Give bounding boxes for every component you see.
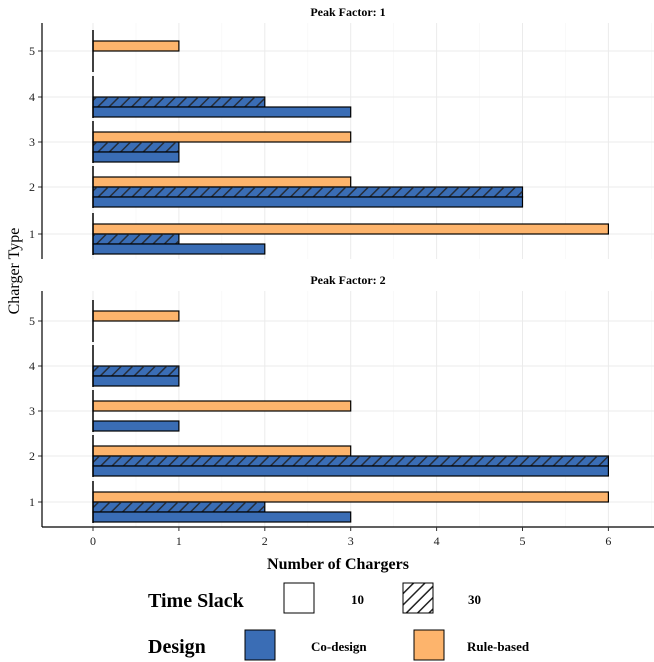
legend: Time Slack 10 30 Design Co-design Rule-b… (148, 582, 530, 661)
panels-group: Peak Factor: 1 1 2 3 4 5 Peak Factor: 2 1 2 3 4 5 0 1… (29, 5, 654, 548)
legend-key-rule-based (413, 629, 445, 661)
x-tick-label: 1 (176, 534, 182, 548)
bar (92, 420, 180, 432)
bar (92, 465, 610, 477)
x-tick-label: 3 (348, 534, 354, 548)
bar (92, 40, 180, 52)
y-tick-label: 2 (29, 449, 35, 463)
legend-label-time-slack-10: 10 (351, 592, 364, 607)
y-axis-title: Charger Type (6, 228, 23, 315)
y-tick-label: 3 (29, 404, 35, 418)
y-tick-label: 2 (29, 180, 35, 194)
y-tick-label: 1 (29, 227, 35, 241)
panel-2: Peak Factor: 2 1 2 3 4 5 0 1 2 3 4 5 6 (29, 273, 654, 548)
legend-design-title: Design (148, 636, 206, 658)
bar (92, 445, 352, 457)
y-tick-label: 4 (29, 90, 35, 104)
bar (92, 223, 610, 235)
bar (92, 400, 352, 412)
legend-label-time-slack-30: 30 (468, 592, 481, 607)
bar (92, 106, 352, 118)
panel-title: Peak Factor: 1 (310, 5, 385, 19)
bar-hatch (93, 187, 523, 197)
bar-hatch (93, 366, 179, 376)
x-tick-label: 0 (90, 534, 96, 548)
x-tick-label: 6 (605, 534, 611, 548)
x-axis-title: Number of Chargers (267, 556, 409, 573)
bar (92, 196, 524, 208)
legend-key-co-design (244, 629, 276, 661)
x-tick-label: 2 (262, 534, 268, 548)
panel-title: Peak Factor: 2 (310, 273, 385, 287)
legend-key-time-slack-30 (402, 582, 434, 614)
bar-hatch (93, 456, 609, 466)
bar-hatch (93, 234, 179, 244)
bar (92, 131, 352, 143)
bar (92, 511, 352, 523)
x-tick-label: 5 (520, 534, 526, 548)
y-tick-label: 5 (29, 314, 35, 328)
x-tick-label: 4 (434, 534, 440, 548)
legend-label-co-design: Co-design (311, 639, 367, 654)
bar (92, 243, 266, 255)
legend-key-time-slack-10 (283, 582, 315, 614)
y-tick-label: 4 (29, 359, 35, 373)
bar-hatch (93, 97, 265, 107)
legend-time-slack-title: Time Slack (148, 590, 245, 612)
bar-hatch (93, 142, 179, 152)
bar (92, 375, 180, 387)
panel-1: Peak Factor: 1 1 2 3 4 5 (29, 5, 654, 259)
bar (92, 491, 610, 503)
y-tick-label: 3 (29, 135, 35, 149)
bar (92, 176, 352, 188)
bar-hatch (93, 502, 265, 512)
legend-label-rule-based: Rule-based (467, 639, 530, 654)
y-tick-label: 5 (29, 44, 35, 58)
bar (92, 151, 180, 163)
bar (92, 310, 180, 322)
y-tick-label: 1 (29, 495, 35, 509)
